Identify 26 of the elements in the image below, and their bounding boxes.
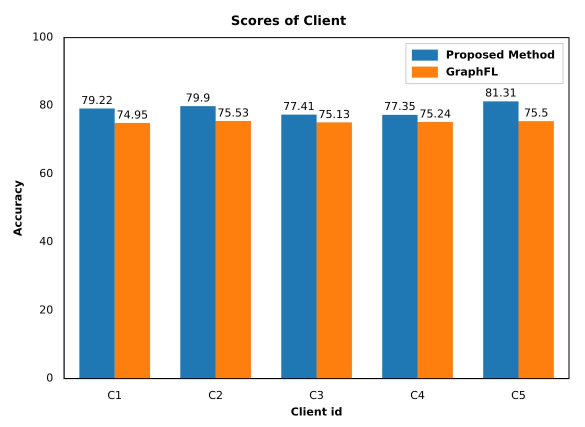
y-axis-title: Accuracy [11, 180, 24, 236]
x-tick-label: C1 [107, 389, 122, 402]
legend-label: GraphFL [446, 65, 498, 78]
data-label: 75.5 [524, 106, 548, 120]
data-label: 81.31 [485, 86, 517, 100]
y-tick-label: 20 [39, 303, 54, 316]
x-tick-label: C5 [511, 389, 526, 402]
y-tick-label: 60 [39, 166, 54, 180]
y-tick-label: 40 [39, 235, 54, 248]
y-tick-label: 100 [32, 30, 54, 44]
chart-title: Scores of Client [230, 14, 346, 30]
x-tick-label: C4 [410, 389, 425, 402]
data-label: 75.13 [318, 108, 350, 121]
data-label: 77.35 [384, 100, 416, 114]
data-label: 77.41 [283, 100, 315, 113]
x-tick-label: C3 [309, 389, 324, 402]
legend-label: Proposed Method [446, 48, 556, 62]
data-label: 79.22 [81, 94, 113, 107]
data-label: 75.53 [218, 106, 250, 120]
x-axis-title: Client id [290, 405, 342, 418]
y-tick-label: 80 [39, 98, 54, 112]
data-label: 79.9 [186, 92, 210, 104]
x-tick-label: C2 [208, 389, 223, 402]
data-label: 75.24 [419, 107, 451, 120]
data-label: 74.95 [116, 108, 148, 122]
y-tick-label: 0 [46, 371, 54, 384]
